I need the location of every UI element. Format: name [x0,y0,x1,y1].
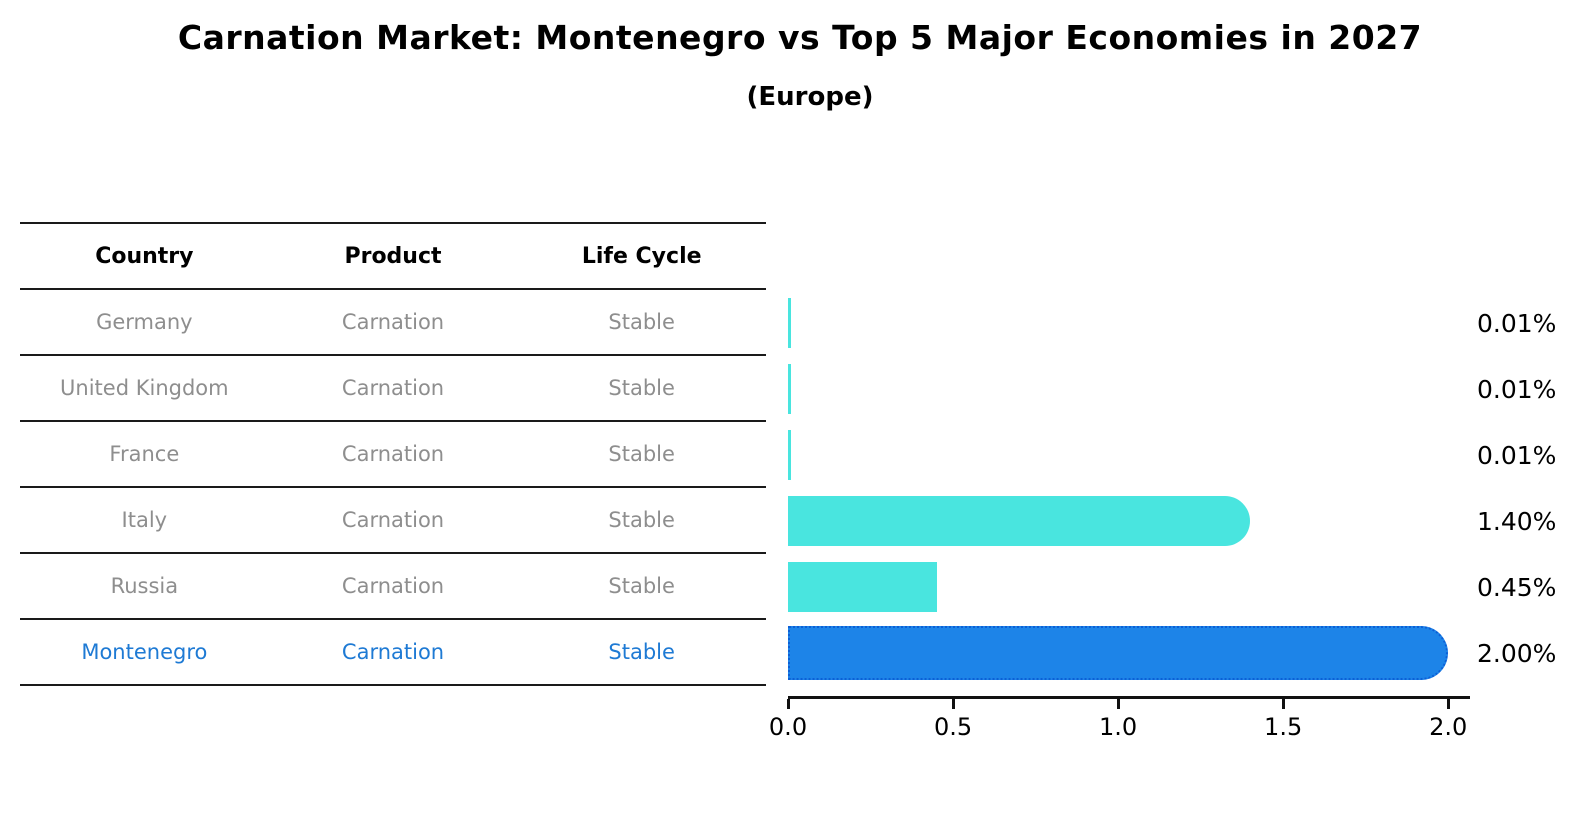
cell-lifecycle: Stable [608,376,675,400]
bar-italy [788,496,1251,546]
value-label-france: 0.01% [1477,440,1557,470]
x-axis-tick-label: 0.0 [768,713,808,741]
plot-area [788,290,1468,686]
value-label-italy: 1.40% [1477,506,1557,536]
bar-row-united-kingdom [788,356,1468,422]
cell-country: Germany [96,310,193,334]
tick-mark [951,699,955,709]
table-row-germany: Germany Carnation Stable [20,290,766,356]
bar-row-germany [788,290,1468,356]
bar-row-montenegro [788,620,1468,686]
cell-country: United Kingdom [60,376,229,400]
cell-lifecycle: Stable [608,442,675,466]
table-row-united-kingdom: United Kingdom Carnation Stable [20,356,766,422]
cell-product: Carnation [341,640,445,664]
cell-product: Carnation [341,310,445,334]
x-axis-line [788,696,1470,699]
cell-country: Italy [121,508,168,532]
table-row-russia: Russia Carnation Stable [20,554,766,620]
bar-row-france [788,422,1468,488]
bar-montenegro [788,626,1449,680]
x-axis-tick-label: 0.5 [933,713,973,741]
table-header-row: Country Product Life Cycle [20,224,766,290]
chart-title: Carnation Market: Montenegro vs Top 5 Ma… [177,18,1423,57]
x-axis: 0.0 0.5 1.0 1.5 2.0 [769,699,1468,759]
cell-lifecycle: Stable [608,310,675,334]
table-row-france: France Carnation Stable [20,422,766,488]
value-label-montenegro: 2.00% [1477,638,1557,668]
bar-russia [788,562,937,612]
cell-product: Carnation [341,508,445,532]
x-axis-tick-label: 1.0 [1099,713,1138,741]
column-header-product: Product [344,243,442,269]
table-row-montenegro: Montenegro Carnation Stable [20,620,766,686]
tick-mark [1446,699,1450,709]
value-label-united-kingdom: 0.01% [1477,374,1557,404]
cell-product: Carnation [341,574,445,598]
column-header-lifecycle: Life Cycle [581,243,702,269]
value-label-russia: 0.45% [1477,572,1557,602]
cell-product: Carnation [341,442,445,466]
value-label-germany: 0.01% [1477,308,1557,338]
cell-country: Russia [110,574,179,598]
cell-lifecycle: Stable [608,640,675,664]
data-table: Country Product Life Cycle Germany Carna… [20,222,766,686]
table-row-italy: Italy Carnation Stable [20,488,766,554]
cell-country: France [109,442,180,466]
column-header-country: Country [95,243,194,269]
tick-mark [1116,699,1120,709]
tick-mark [786,699,790,709]
bar-row-italy [788,488,1468,554]
tick-mark [1281,699,1285,709]
cell-lifecycle: Stable [608,508,675,532]
cell-country: Montenegro [81,640,208,664]
x-axis-tick-label: 2.0 [1429,713,1468,741]
cell-lifecycle: Stable [608,574,675,598]
bar-france [788,430,792,480]
x-axis-tick-label: 1.5 [1264,713,1303,741]
chart-subtitle: (Europe) [746,82,874,112]
bar-row-russia [788,554,1468,620]
bar-germany [788,298,792,348]
cell-product: Carnation [341,376,445,400]
bar-united-kingdom [788,364,792,414]
